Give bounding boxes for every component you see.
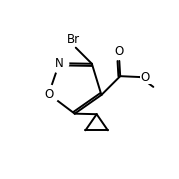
Text: O: O bbox=[115, 45, 124, 58]
Text: N: N bbox=[55, 57, 64, 70]
Text: Br: Br bbox=[67, 33, 80, 45]
Text: O: O bbox=[44, 88, 53, 101]
Text: O: O bbox=[141, 71, 150, 84]
